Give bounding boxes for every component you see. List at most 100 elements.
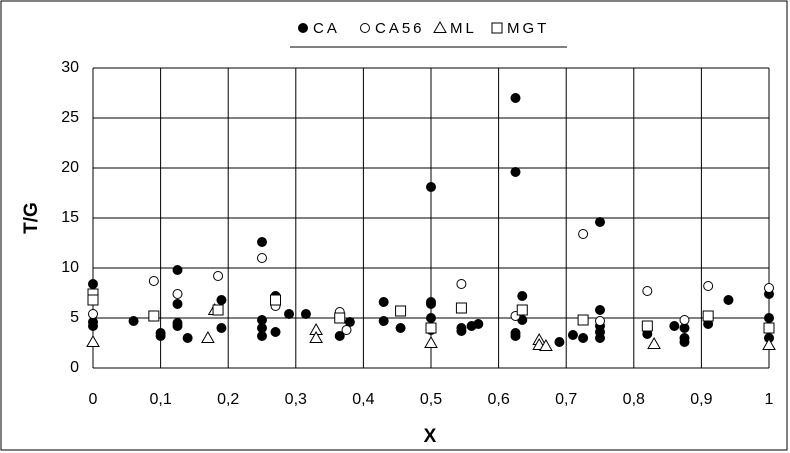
marker	[647, 336, 661, 349]
marker	[567, 330, 578, 340]
marker	[426, 182, 436, 192]
y-tick-label: 25	[61, 109, 79, 126]
marker	[128, 316, 139, 326]
marker	[172, 265, 183, 275]
y-tick-label: 10	[61, 259, 79, 276]
x-tick-label: 0,6	[487, 391, 509, 408]
marker	[270, 294, 282, 306]
marker	[554, 337, 565, 347]
marker	[213, 271, 224, 281]
marker	[456, 279, 467, 289]
marker	[516, 304, 528, 316]
marker	[642, 286, 653, 296]
y-tick-label: 20	[61, 159, 79, 176]
marker	[270, 327, 281, 337]
marker	[395, 305, 407, 317]
marker	[763, 322, 775, 334]
marker	[172, 321, 183, 331]
marker	[284, 309, 295, 319]
x-tick-label: 1	[765, 391, 774, 408]
legend-text: MGT	[507, 20, 549, 37]
marker	[298, 23, 308, 33]
marker	[595, 333, 605, 343]
marker	[578, 333, 589, 343]
x-tick-label: 0,9	[690, 391, 712, 408]
marker	[257, 331, 267, 341]
marker	[360, 23, 370, 33]
x-tick-label: 0,5	[420, 391, 442, 408]
y-tick-label: 0	[70, 359, 79, 376]
marker	[212, 304, 224, 316]
marker	[595, 305, 605, 315]
marker	[172, 289, 183, 299]
marker	[148, 310, 160, 322]
marker	[424, 335, 438, 348]
marker	[510, 93, 521, 103]
marker	[679, 315, 690, 325]
marker	[172, 299, 183, 309]
x-tick-label: 0,8	[623, 391, 645, 408]
marker	[257, 253, 267, 263]
marker	[426, 299, 436, 309]
marker	[703, 281, 714, 291]
marker	[578, 229, 589, 239]
marker	[88, 321, 98, 331]
marker	[491, 22, 503, 34]
legend-text: CA	[313, 20, 340, 37]
marker	[595, 217, 605, 227]
marker	[378, 297, 389, 307]
marker	[86, 334, 100, 347]
marker	[300, 309, 311, 319]
marker	[539, 338, 553, 351]
x-tick-label: 0	[89, 391, 98, 408]
y-tick-label: 5	[70, 309, 79, 326]
y-axis-title: T/G	[21, 202, 42, 234]
y-tick-label: 30	[61, 59, 79, 76]
marker	[723, 295, 734, 305]
x-tick-label: 0,2	[217, 391, 239, 408]
marker	[201, 330, 215, 343]
x-tick-label: 0,3	[285, 391, 307, 408]
marker	[88, 309, 98, 319]
x-tick-label: 0,7	[555, 391, 577, 408]
marker	[510, 331, 521, 341]
marker	[88, 279, 98, 289]
x-tick-label: 0,4	[352, 391, 374, 408]
marker	[216, 295, 227, 305]
marker	[182, 333, 193, 343]
marker	[425, 322, 437, 334]
x-axis-title: X	[424, 426, 437, 447]
marker	[309, 330, 323, 343]
marker	[216, 323, 227, 333]
y-tick-label: 15	[61, 209, 79, 226]
marker	[679, 337, 690, 347]
marker	[378, 316, 389, 326]
marker	[641, 320, 653, 332]
marker	[433, 20, 447, 33]
legend-text: CA56	[375, 20, 425, 37]
marker	[395, 323, 406, 333]
marker	[456, 326, 467, 336]
marker	[155, 331, 166, 341]
marker	[702, 310, 714, 322]
marker	[334, 331, 345, 341]
marker	[669, 321, 680, 331]
marker	[334, 312, 346, 324]
marker	[764, 313, 774, 323]
marker	[577, 314, 589, 326]
legend-text: ML	[450, 20, 477, 37]
marker	[426, 313, 436, 323]
marker	[762, 337, 776, 350]
marker	[87, 294, 99, 306]
marker	[148, 276, 159, 286]
marker	[455, 302, 467, 314]
marker	[257, 237, 267, 247]
marker	[473, 319, 484, 329]
marker	[510, 167, 521, 177]
marker	[517, 291, 528, 301]
marker	[764, 283, 774, 293]
marker	[595, 316, 605, 326]
x-tick-label: 0,1	[149, 391, 171, 408]
